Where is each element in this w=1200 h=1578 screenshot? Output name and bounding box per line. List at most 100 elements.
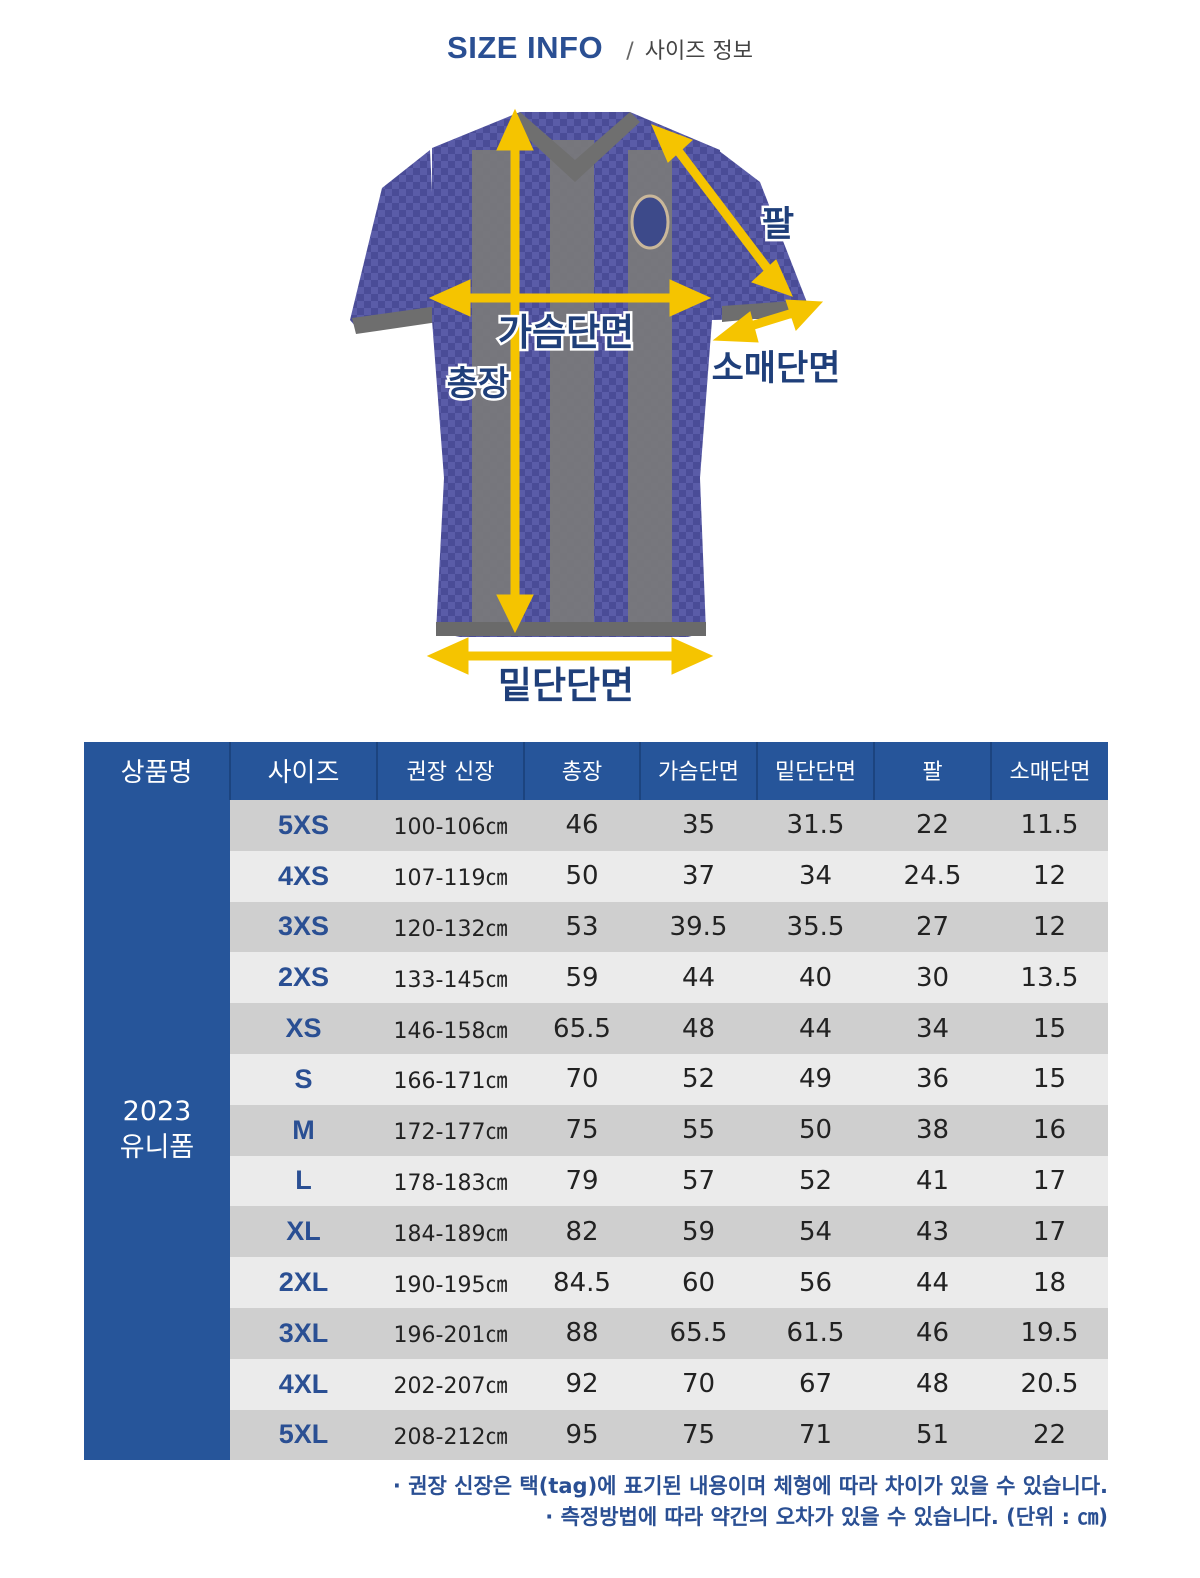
arm-cell: 46 [874,1307,991,1359]
sleeve-cell: 12 [991,901,1108,953]
hem-cell: 67 [757,1358,874,1410]
sleeve-cell: 12 [991,850,1108,902]
table-row: L 178-183㎝ 79 57 52 41 17 [84,1155,1108,1207]
height-cell: 196-201㎝ [377,1307,524,1359]
table-row: XL 184-189㎝ 82 59 54 43 17 [84,1206,1108,1258]
chest-cell: 37 [640,850,757,902]
sleeve-cell: 15 [991,1053,1108,1105]
table-row: 5XL 208-212㎝ 95 75 71 51 22 [84,1409,1108,1461]
size-cell: XS [230,1003,377,1054]
height-cell: 146-158㎝ [377,1003,524,1054]
length-cell: 53 [524,901,640,953]
size-cell: 4XS [230,850,377,902]
chest-cell: 75 [640,1409,757,1461]
hem-cell: 35.5 [757,901,874,953]
chest-cell: 59 [640,1206,757,1258]
hem-cell: 31.5 [757,798,874,851]
sleeve-cell: 19.5 [991,1307,1108,1359]
hem-cell: 34 [757,850,874,902]
height-cell: 120-132㎝ [377,901,524,953]
arm-cell: 48 [874,1358,991,1410]
chest-cell: 44 [640,952,757,1004]
sleeve-cell: 13.5 [991,952,1108,1004]
footnotes: · 권장 신장은 택(tag)에 표기된 내용이며 체형에 따라 차이가 있을 … [393,1471,1108,1533]
hem-cell: 44 [757,1003,874,1054]
table-row: 2023 유니폼 5XS 100-106㎝ 46 35 31.5 22 11.5 [84,798,1108,1461]
product-type: 유니폼 [119,1131,195,1163]
arm-cell: 43 [874,1206,991,1258]
arm-cell: 30 [874,952,991,1004]
sleeve-cell: 17 [991,1155,1108,1207]
hem-cell: 56 [757,1257,874,1308]
label-length: 총장 [447,364,510,404]
height-cell: 133-145㎝ [377,952,524,1004]
chest-cell: 55 [640,1104,757,1156]
table-row: 3XL 196-201㎝ 88 65.5 61.5 46 19.5 [84,1307,1108,1359]
arm-cell: 22 [874,798,991,851]
table-row: 2XL 190-195㎝ 84.5 60 56 44 18 [84,1257,1108,1308]
length-cell: 92 [524,1358,640,1410]
measurement-arrows [426,108,824,675]
height-cell: 107-119㎝ [377,850,524,902]
chest-cell: 65.5 [640,1307,757,1359]
header-hem: 밑단단면 [757,742,875,799]
jersey-measurement-diagram: 가슴단면 총장 팔 소매단면 밑단단면 [350,108,843,710]
label-chest: 가슴단면 [498,311,634,354]
length-cell: 50 [524,850,640,902]
table-row: S 166-171㎝ 70 52 49 36 15 [84,1053,1108,1105]
length-cell: 79 [524,1155,640,1207]
length-cell: 46 [524,798,640,851]
sleeve-cell: 18 [991,1257,1108,1308]
product-name-cell: 2023 유니폼 [84,799,230,1461]
chest-cell: 57 [640,1155,757,1207]
arm-cell: 51 [874,1409,991,1461]
sleeve-cell: 11.5 [991,798,1108,851]
footnote-error: · 측정방법에 따라 약간의 오차가 있을 수 있습니다. (단위 : ㎝) [545,1505,1108,1529]
header-chest: 가슴단면 [640,742,758,799]
table-header-row: 상품명 사이즈 권장 신장 총장 가슴단면 밑단단면 팔 소매단면 [84,742,1108,799]
label-arm: 팔 [762,205,794,245]
chest-cell: 48 [640,1003,757,1054]
sleeve-cell: 20.5 [991,1358,1108,1410]
arm-cell: 27 [874,901,991,953]
length-cell: 95 [524,1409,640,1461]
length-cell: 75 [524,1104,640,1156]
height-cell: 184-189㎝ [377,1206,524,1258]
chest-cell: 39.5 [640,901,757,953]
hem-cell: 71 [757,1409,874,1461]
table-row: 3XS 120-132㎝ 53 39.5 35.5 27 12 [84,901,1108,953]
length-cell: 84.5 [524,1257,640,1308]
table-row: 2XS 133-145㎝ 59 44 40 30 13.5 [84,952,1108,1004]
footnote-height: · 권장 신장은 택(tag)에 표기된 내용이며 체형에 따라 차이가 있을 … [392,1474,1108,1498]
size-cell: M [230,1104,377,1156]
product-year: 2023 [122,1095,192,1127]
arm-cell: 44 [874,1257,991,1308]
size-cell: 5XL [230,1409,377,1461]
size-cell: XL [230,1206,377,1258]
page-header: SIZE INFO / 사이즈 정보 [0,30,1200,66]
sleeve-cell: 16 [991,1104,1108,1156]
length-cell: 88 [524,1307,640,1359]
hem-cell: 49 [757,1053,874,1105]
table-row: M 172-177㎝ 75 55 50 38 16 [84,1104,1108,1156]
hem-cell: 54 [757,1206,874,1258]
size-cell: 2XL [230,1257,377,1308]
chest-cell: 35 [640,798,757,851]
hem-cell: 61.5 [757,1307,874,1359]
label-sleeve: 소매단면 [712,349,841,389]
header-size: 사이즈 [230,742,378,799]
size-cell: 4XL [230,1358,377,1410]
sleeve-cell: 17 [991,1206,1108,1258]
chest-cell: 70 [640,1358,757,1410]
header-product: 상품명 [84,742,231,799]
jersey-illustration [350,112,808,637]
length-cell: 70 [524,1053,640,1105]
title-separator: / [626,39,634,64]
height-cell: 190-195㎝ [377,1257,524,1308]
arm-cell: 36 [874,1053,991,1105]
arm-cell: 34 [874,1003,991,1054]
chest-cell: 60 [640,1257,757,1308]
size-cell: 3XL [230,1307,377,1359]
arm-cell: 24.5 [874,850,991,902]
size-cell: S [230,1053,377,1105]
